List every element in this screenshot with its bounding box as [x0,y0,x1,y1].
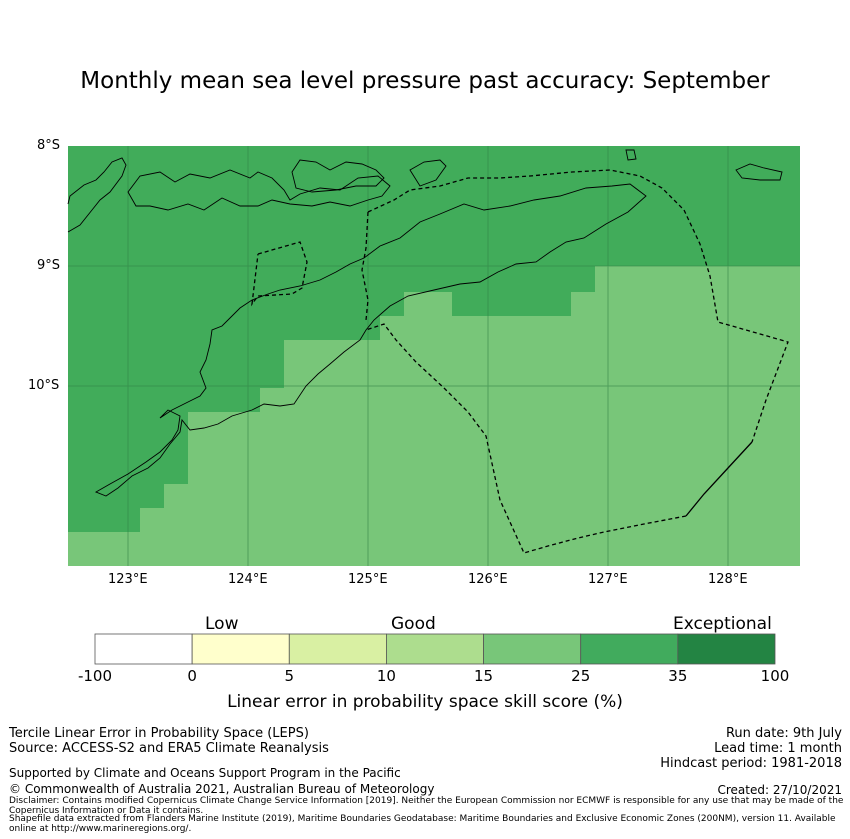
colorbar-tick-label: -100 [77,667,113,685]
lon-label-125e: 125°E [348,572,388,587]
footer-run-date: Run date: 9th July [725,726,842,741]
island-alor-coast [127,169,391,211]
colorbar-swatch [191,633,290,665]
colorbar-tick-label: 5 [284,667,295,685]
skill-map [67,146,800,566]
footer-disclaimer: Disclaimer: Contains modified Copernicus… [9,796,844,816]
colorbar-label: Linear error in probability space skill … [227,692,623,712]
footer-hindcast-period: Hindcast period: 1981-2018 [660,756,842,771]
lon-label-128e: 128°E [708,572,748,587]
island-wetar-coast [291,159,385,193]
footer-shapefile-credit: Shapefile data extracted from Flanders M… [9,814,836,834]
lat-label-8s: 8°S [37,138,61,153]
lon-label-123e: 123°E [108,572,148,587]
coastlines [67,149,783,497]
colorbar-swatch [677,633,776,665]
colorbar-tick-label: 15 [474,667,494,685]
colorbar-category-good: Good [391,614,436,634]
chart-title: Monthly mean sea level pressure past acc… [80,68,770,94]
island-flores-coast [67,157,127,233]
colorbar-tick-label: 35 [668,667,688,685]
colorbar-category-exceptional: Exceptional [673,614,772,634]
lat-label-10s: 10°S [28,378,60,393]
footer-supported: Supported by Climate and Oceans Support … [9,766,401,780]
colorbar-swatch [94,633,193,665]
lon-label-126e: 126°E [468,572,508,587]
colorbar-swatches [94,633,776,665]
eez-boundary [251,169,789,554]
footer-created: Created: 27/10/2021 [717,783,842,797]
colorbar-tick-label: 0 [187,667,197,685]
lon-label-127e: 127°E [588,572,628,587]
colorbar-tick-label: 10 [376,667,396,685]
island-kisar-coast [625,149,637,161]
footer-copyright: © Commonwealth of Australia 2021, Austra… [9,782,435,796]
lat-label-9s: 9°S [37,258,61,273]
footer-lead-time: Lead time: 1 month [714,741,842,756]
colorbar-swatch [288,633,387,665]
colorbar [94,633,776,665]
colorbar-tick-label: 25 [571,667,591,685]
island-leti-coast [735,163,783,181]
graticule [68,146,800,566]
skill-region-moderate [68,266,800,566]
footer-source: Source: ACCESS-S2 and ERA5 Climate Reana… [9,741,329,756]
island-timor-coast [94,183,647,497]
colorbar-category-low: Low [205,614,239,634]
colorbar-swatch [483,633,582,665]
island-small-coast [409,159,447,187]
colorbar-swatch [386,633,484,665]
lon-label-124e: 124°E [228,572,268,587]
footer-method: Tercile Linear Error in Probability Spac… [9,726,309,741]
colorbar-swatch [580,633,679,665]
eez-boundary-solid [685,441,753,517]
colorbar-tick-label: 100 [760,667,790,685]
